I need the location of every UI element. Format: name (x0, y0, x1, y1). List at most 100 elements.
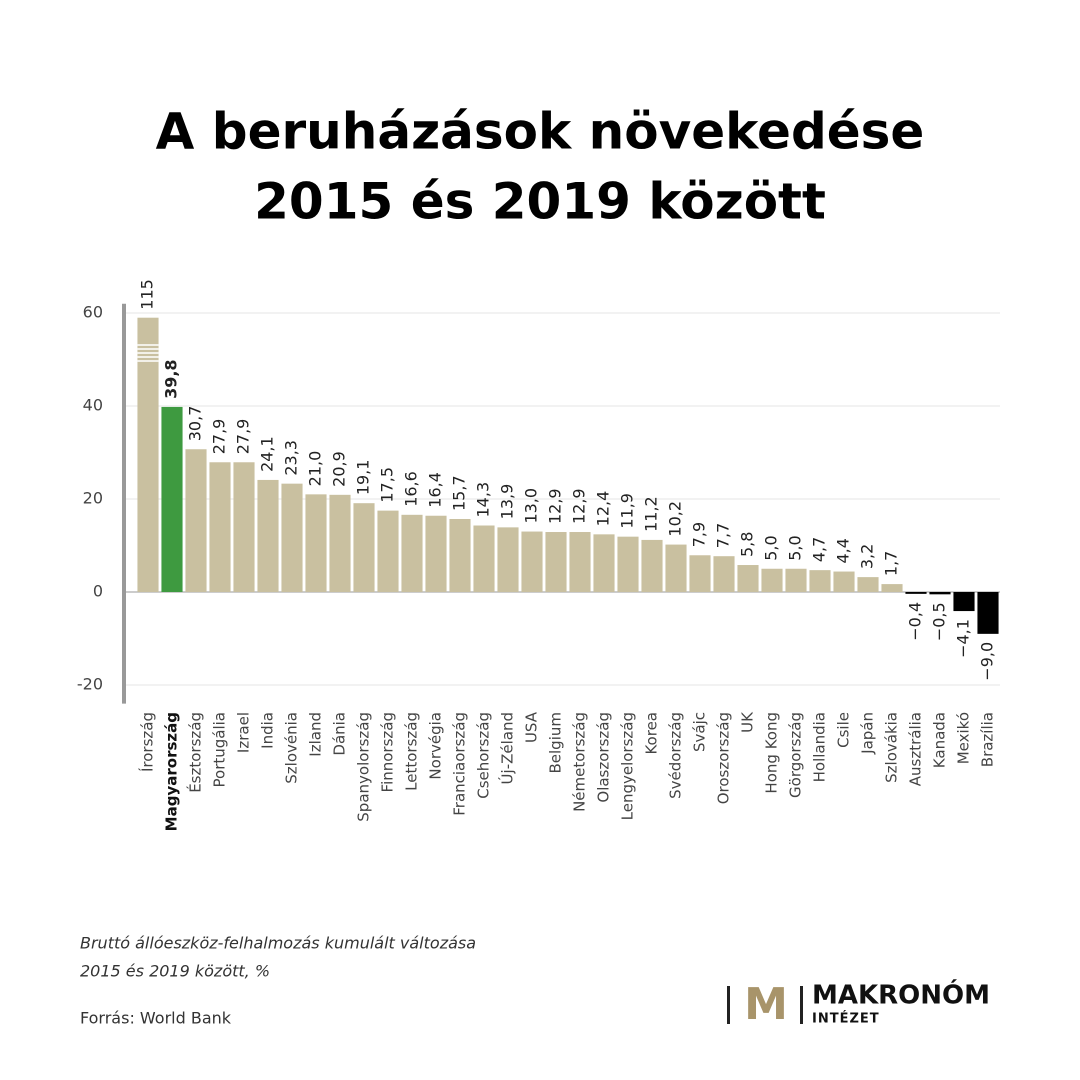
bar (737, 565, 759, 592)
x-tick-label: Svájc (691, 712, 709, 752)
bar (377, 510, 399, 592)
value-label: 17,5 (378, 467, 397, 503)
bar (881, 584, 903, 592)
value-label: 7,9 (690, 522, 709, 547)
value-label: 27,9 (210, 419, 229, 455)
bar (929, 592, 951, 595)
value-label: 5,8 (738, 532, 757, 557)
bar (713, 556, 735, 592)
bar (497, 527, 519, 592)
bar (665, 544, 687, 592)
note: Bruttó állóeszköz-felhalmozás kumulált v… (80, 934, 476, 953)
x-tick-label: Dánia (331, 712, 349, 756)
bar (761, 568, 783, 592)
x-tick-label: Korea (643, 712, 661, 755)
value-label: 16,4 (426, 472, 445, 508)
value-label: 39,8 (162, 359, 181, 398)
value-label: 30,7 (186, 406, 205, 442)
y-tick-label: 0 (93, 582, 103, 601)
value-label: 14,3 (474, 482, 493, 518)
value-label: 4,7 (810, 537, 829, 562)
value-label: −0,5 (930, 602, 949, 641)
value-label: 23,3 (282, 440, 301, 476)
y-tick-label: 60 (83, 303, 103, 322)
value-label: 24,1 (258, 436, 277, 472)
bar (329, 494, 351, 592)
bar (833, 571, 855, 592)
x-tick-label: Oroszország (715, 712, 733, 804)
bar (353, 503, 375, 592)
bar (857, 577, 879, 592)
value-label: 5,0 (786, 535, 805, 560)
bar (545, 532, 567, 592)
x-tick-label: Finnország (379, 712, 397, 792)
bar (689, 555, 711, 592)
logo-bar (800, 986, 803, 1024)
logo-name: MAKRONÓM (812, 979, 990, 1011)
logo-letter: M (744, 979, 788, 1030)
value-label: 12,9 (546, 488, 565, 524)
value-label: 13,9 (498, 484, 517, 520)
value-label: −4,1 (954, 619, 973, 658)
x-tick-label: Olaszország (595, 712, 613, 803)
x-tick-label: Spanyolország (355, 712, 373, 822)
bar (905, 592, 927, 594)
value-label: −9,0 (978, 642, 997, 681)
value-label: 13,0 (522, 488, 541, 524)
logo-sub: INTÉZET (812, 1011, 880, 1027)
logo-bar (727, 986, 730, 1024)
bar (569, 532, 591, 592)
bar (233, 462, 255, 592)
x-tick-label: Norvégia (427, 712, 445, 780)
x-tick-label: Csehország (475, 712, 493, 799)
x-tick-label: Németország (571, 712, 589, 812)
x-tick-label: Belgium (547, 712, 565, 774)
value-label: 10,2 (666, 501, 685, 537)
x-tick-label: Portugália (211, 712, 229, 787)
x-tick-label: Izrael (235, 712, 253, 753)
x-tick-label: Mexikó (955, 712, 973, 764)
value-label: 19,1 (354, 460, 373, 496)
value-label: 12,4 (594, 491, 613, 527)
bar (977, 592, 999, 634)
x-tick-label: Lettország (403, 712, 421, 791)
bar (209, 462, 231, 592)
x-tick-label: India (259, 712, 277, 749)
bar (521, 531, 543, 592)
chart-title: A beruházások növekedése (156, 103, 925, 161)
x-tick-label: Észtország (186, 712, 205, 793)
x-tick-label: Új-Zéland (498, 712, 517, 784)
bar (785, 568, 807, 592)
x-tick-label: Kanada (931, 712, 949, 768)
x-tick-label: Görgország (787, 712, 805, 798)
bar (185, 449, 207, 592)
x-tick-label: Csile (835, 712, 853, 748)
x-tick-label: Hollandia (811, 712, 829, 782)
value-label: 21,0 (306, 451, 325, 487)
x-tick-label: Szlovákia (883, 712, 901, 783)
x-tick-label: Japán (859, 712, 877, 755)
x-tick-label: UK (739, 711, 757, 733)
value-label: 1,7 (882, 551, 901, 576)
value-label: 20,9 (330, 451, 349, 487)
bar (593, 534, 615, 592)
x-tick-label: Svédország (667, 712, 685, 799)
x-tick-label: Brazília (979, 712, 997, 767)
value-label: 11,2 (642, 496, 661, 532)
bar (401, 514, 423, 592)
x-tick-label: Szlovénia (283, 712, 301, 784)
bar (641, 539, 663, 592)
x-tick-label: Ausztrália (907, 712, 925, 786)
value-label: 27,9 (234, 419, 253, 455)
x-tick-label: Írország (138, 712, 157, 772)
bar (953, 592, 975, 612)
bar (137, 317, 159, 592)
value-label: 7,7 (714, 523, 733, 548)
bar (617, 536, 639, 592)
value-label: 16,6 (402, 471, 421, 507)
value-label: 3,2 (858, 544, 877, 569)
y-tick-label: -20 (77, 675, 103, 694)
bar (281, 483, 303, 592)
source: Forrás: World Bank (80, 1009, 232, 1028)
